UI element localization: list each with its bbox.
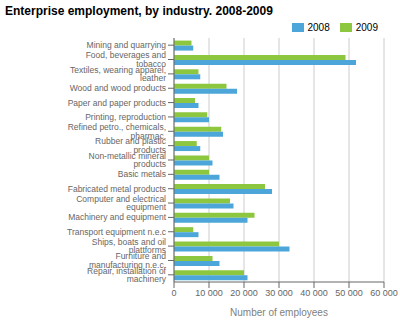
svg-text:20 000: 20 000 — [230, 288, 258, 298]
svg-text:30 000: 30 000 — [265, 288, 293, 298]
svg-text:Number of employees: Number of employees — [230, 307, 328, 318]
svg-text:Repair, installation ofmachine: Repair, installation ofmachinery — [87, 266, 167, 285]
svg-text:Basic metals: Basic metals — [118, 169, 166, 179]
svg-text:10 000: 10 000 — [195, 288, 223, 298]
svg-text:Textiles, wearing apparel,leat: Textiles, wearing apparel,leather — [70, 65, 166, 84]
svg-text:Fabricated metal products: Fabricated metal products — [68, 184, 166, 194]
svg-text:Machinery and equipment: Machinery and equipment — [68, 212, 166, 222]
svg-text:Wood and wood products: Wood and wood products — [70, 83, 166, 93]
svg-text:50 000: 50 000 — [335, 288, 363, 298]
svg-text:Paper and paper products: Paper and paper products — [68, 98, 166, 108]
svg-text:40 000: 40 000 — [300, 288, 328, 298]
svg-text:Computer and electricalequipme: Computer and electricalequipment — [76, 194, 166, 213]
svg-text:Mining and quarrying: Mining and quarrying — [87, 40, 167, 50]
svg-text:Printing, reproduction: Printing, reproduction — [85, 112, 166, 122]
svg-text:Transport equipment n.e.c: Transport equipment n.e.c — [67, 227, 167, 237]
svg-text:60 000: 60 000 — [370, 288, 392, 298]
svg-text:Non-metallic mineralproducts: Non-metallic mineralproducts — [89, 151, 167, 170]
svg-text:0: 0 — [171, 288, 176, 298]
